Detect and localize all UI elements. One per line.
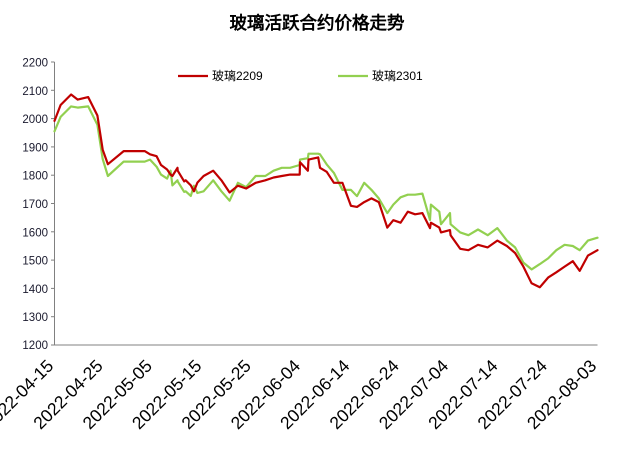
svg-text:玻璃活跃合约价格走势: 玻璃活跃合约价格走势 xyxy=(230,13,405,33)
svg-text:玻璃2209: 玻璃2209 xyxy=(212,69,263,83)
svg-text:1400: 1400 xyxy=(22,284,48,296)
svg-text:2100: 2100 xyxy=(22,86,48,98)
svg-text:1800: 1800 xyxy=(22,171,48,183)
svg-text:1600: 1600 xyxy=(22,227,48,239)
svg-text:1200: 1200 xyxy=(22,340,48,352)
svg-text:1900: 1900 xyxy=(22,142,48,154)
svg-text:2000: 2000 xyxy=(22,114,48,126)
svg-text:1300: 1300 xyxy=(22,312,48,324)
svg-text:玻璃2301: 玻璃2301 xyxy=(372,69,423,83)
svg-text:1700: 1700 xyxy=(22,199,48,211)
svg-text:1500: 1500 xyxy=(22,256,48,268)
svg-text:2200: 2200 xyxy=(22,58,48,70)
